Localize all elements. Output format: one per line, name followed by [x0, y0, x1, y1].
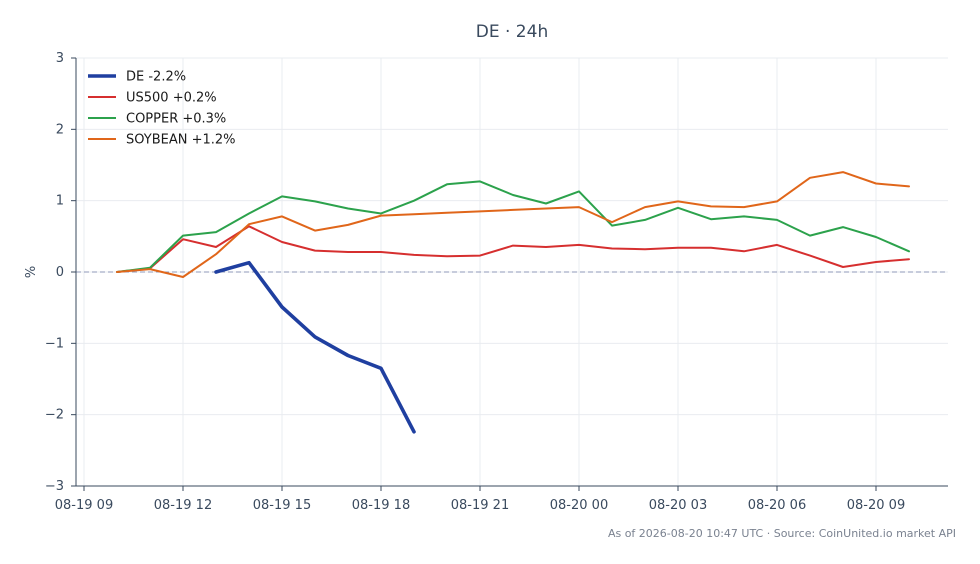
y-tick-label: 2	[56, 122, 64, 137]
chart-title: DE · 24h	[476, 22, 548, 42]
axes	[71, 57, 948, 491]
tick-labels: −3 −2 −1 0 1 2 3 08-19 09 08-19 12 08-19 15 08-19 …	[45, 51, 905, 513]
x-tick-label: 08-20 00	[550, 498, 608, 513]
x-tick-label: 08-19 15	[253, 498, 311, 513]
x-tick-label: 08-20 06	[748, 498, 806, 513]
y-tick-label: 1	[56, 194, 64, 209]
y-tick-label: 0	[56, 265, 64, 280]
x-tick-label: 08-19 21	[451, 498, 509, 513]
x-tick-label: 08-19 09	[55, 498, 113, 513]
y-tick-label: 3	[56, 51, 64, 66]
y-tick-label: −3	[45, 479, 64, 494]
series-line-de	[214, 260, 416, 434]
y-tick-label: −2	[45, 408, 64, 423]
y-tick-label: −1	[45, 336, 64, 351]
gridlines	[76, 57, 948, 487]
legend-label-us500: US500 +0.2%	[126, 91, 217, 106]
legend-label-de: DE -2.2%	[126, 70, 186, 85]
footer-source-note: As of 2026-08-20 10:47 UTC · Source: Coi…	[608, 527, 956, 540]
y-axis-label: %	[24, 266, 39, 278]
series-line-copper	[116, 180, 910, 273]
x-tick-label: 08-19 18	[352, 498, 410, 513]
legend-label-soybean: SOYBEAN +1.2%	[126, 133, 236, 148]
legend: DE -2.2% US500 +0.2% COPPER +0.3% SOYBEAN +…	[88, 70, 236, 148]
x-tick-label: 08-20 09	[847, 498, 905, 513]
series-line-us500	[116, 225, 910, 273]
x-tick-label: 08-20 03	[649, 498, 707, 513]
legend-label-copper: COPPER +0.3%	[126, 112, 226, 127]
series-line-soybean	[116, 171, 910, 278]
series-lines	[116, 171, 910, 434]
x-tick-label: 08-19 12	[154, 498, 212, 513]
